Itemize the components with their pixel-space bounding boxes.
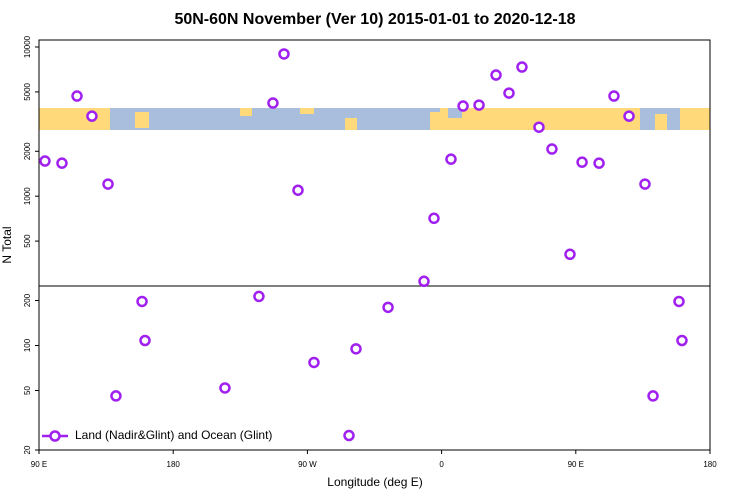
point — [576, 156, 588, 168]
point — [445, 153, 457, 165]
point — [546, 143, 558, 155]
point — [516, 61, 528, 73]
point — [308, 356, 320, 369]
point — [564, 248, 576, 261]
point — [136, 295, 148, 308]
y-tick-label: 5000 — [23, 82, 32, 100]
point — [102, 178, 114, 190]
point — [139, 334, 151, 347]
point — [647, 390, 659, 402]
point — [71, 90, 83, 102]
point — [292, 184, 304, 196]
point — [253, 290, 265, 303]
map-strip — [39, 108, 710, 130]
x-tick-label: 180 — [167, 460, 181, 469]
plot-frame — [38, 39, 711, 451]
point — [219, 382, 231, 394]
legend-label: Land (Nadir&Glint) and Ocean (Glint) — [75, 428, 272, 442]
x-tick-label: 90 E — [568, 460, 584, 469]
point — [593, 157, 605, 169]
point — [278, 48, 290, 60]
point — [343, 429, 355, 442]
y-tick-label: 500 — [23, 234, 32, 248]
point — [382, 301, 394, 314]
point — [533, 121, 545, 133]
point — [623, 110, 635, 122]
point — [86, 110, 98, 122]
point — [473, 99, 485, 111]
point — [428, 212, 440, 225]
y-tick-label: 200 — [23, 293, 32, 307]
x-tick-label: 180 — [703, 460, 717, 469]
y-tick-label: 100 — [23, 338, 32, 352]
point — [110, 390, 122, 402]
point — [39, 155, 51, 167]
x-axis-label: Longitude (deg E) — [327, 475, 422, 489]
point — [418, 275, 430, 288]
y-tick-label: 1000 — [23, 187, 32, 205]
point — [457, 100, 469, 112]
y-tick-label: 50 — [23, 386, 32, 395]
point — [673, 295, 685, 308]
point — [56, 157, 68, 169]
y-axis-label: N Total — [0, 226, 14, 263]
point — [608, 90, 620, 102]
y-tick-label: 10000 — [23, 35, 32, 58]
point — [350, 343, 362, 355]
point — [490, 69, 502, 81]
point — [676, 334, 688, 347]
y-tick-label: 20 — [23, 445, 32, 454]
point — [267, 97, 279, 109]
x-tick-label: 90 E — [31, 460, 47, 469]
point — [503, 87, 515, 99]
chart-title: 50N-60N November (Ver 10) 2015-01-01 to … — [174, 11, 575, 28]
x-tick-label: 0 — [439, 460, 444, 469]
legend-marker — [49, 430, 61, 442]
x-tick-label: 90 W — [298, 460, 317, 469]
y-tick-label: 2000 — [23, 142, 32, 160]
point — [639, 178, 651, 190]
